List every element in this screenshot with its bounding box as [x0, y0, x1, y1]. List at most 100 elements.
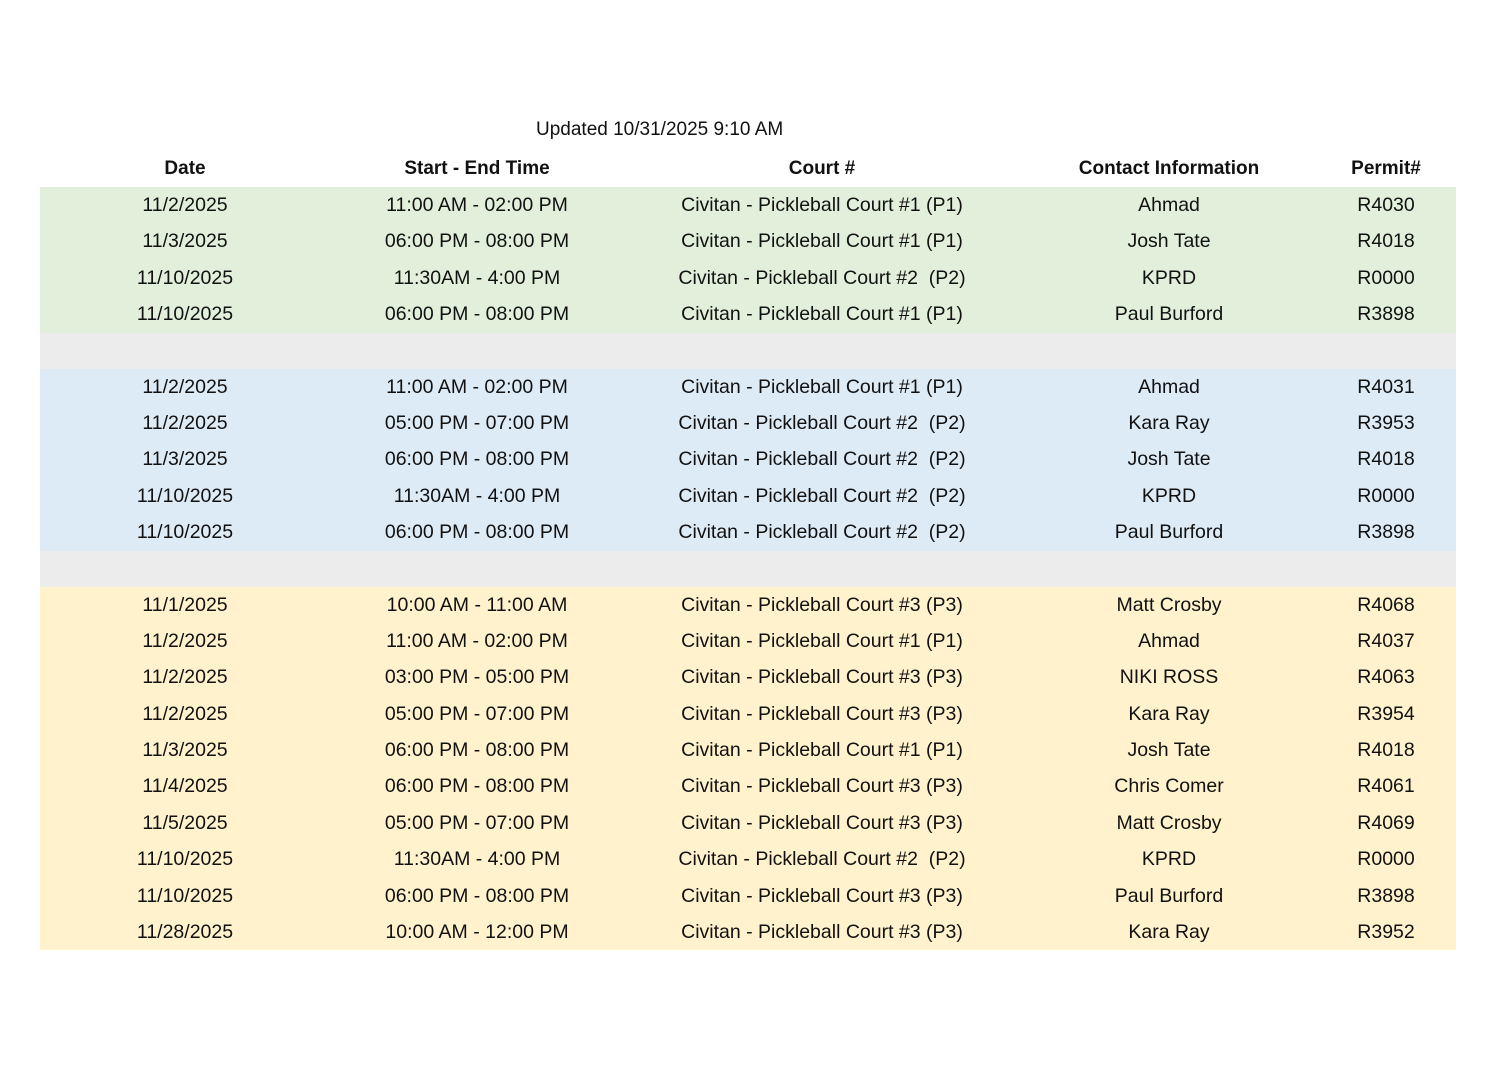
court-cell: Civitan - Pickleball Court #2 (P2) [678, 848, 966, 871]
court-cell: Civitan - Pickleball Court #3 (P3) [681, 666, 963, 689]
table-row: 11/10/2025 06:00 PM - 08:00 PM Civitan - P… [40, 296, 1456, 332]
date-cell: 11/10/2025 [136, 266, 234, 289]
time-cell: 10:00 AM - 12:00 PM [385, 921, 569, 944]
time-cell: 11:30AM - 4:00 PM [393, 484, 561, 507]
table-row: 11/4/2025 06:00 PM - 08:00 PM Civitan - Pi… [40, 768, 1456, 804]
table-row: 11/2/2025 03:00 PM - 05:00 PM Civitan - Pi… [40, 659, 1456, 695]
permit-cell: R4037 [1357, 629, 1415, 652]
court-cell: Civitan - Pickleball Court #1 (P1) [681, 629, 963, 652]
table-row: 11/10/2025 06:00 PM - 08:00 PM Civitan - P… [40, 514, 1456, 550]
time-cell: 06:00 PM - 08:00 PM [384, 739, 570, 762]
contact-cell: Ahmad [1138, 375, 1200, 398]
group-separator [40, 550, 1456, 587]
reservation-table: 11/2/2025 11:00 AM - 02:00 PM Civitan - Pi… [40, 187, 1456, 951]
court-cell: Civitan - Pickleball Court #2 (P2) [678, 448, 966, 471]
table-row: 11/2/2025 11:00 AM - 02:00 PM Civitan - Pi… [40, 187, 1456, 223]
time-cell: 06:00 PM - 08:00 PM [384, 775, 570, 798]
date-cell: 11/2/2025 [142, 702, 228, 725]
court-cell: Civitan - Pickleball Court #2 (P2) [678, 266, 966, 289]
permit-cell: R4030 [1357, 194, 1415, 216]
contact-cell: Kara Ray [1128, 702, 1210, 725]
permit-cell: R3954 [1357, 702, 1415, 725]
date-cell: 11/3/2025 [142, 448, 228, 471]
time-cell: 05:00 PM - 07:00 PM [384, 811, 570, 834]
court-cell: Civitan - Pickleball Court #2 (P2) [678, 411, 966, 434]
table-row: 11/28/2025 10:00 AM - 12:00 PM Civitan - P… [40, 914, 1456, 950]
table-row: 11/2/2025 11:00 AM - 02:00 PM Civitan - Pi… [40, 369, 1456, 405]
contact-cell: Josh Tate [1127, 448, 1211, 471]
date-cell: 11/3/2025 [142, 230, 228, 253]
date-cell: 11/10/2025 [136, 521, 234, 544]
date-cell: 11/10/2025 [136, 848, 234, 871]
contact-cell: Ahmad [1138, 194, 1200, 216]
table-row: 11/10/2025 06:00 PM - 08:00 PM Civitan - P… [40, 878, 1456, 914]
court-cell: Civitan - Pickleball Court #1 (P1) [681, 230, 963, 253]
date-cell: 11/4/2025 [142, 775, 228, 798]
table-row: 11/10/2025 11:30AM - 4:00 PM Civitan - Pic… [40, 478, 1456, 514]
time-cell: 06:00 PM - 08:00 PM [384, 521, 570, 544]
date-cell: 11/10/2025 [136, 484, 234, 507]
court-cell: Civitan - Pickleball Court #1 (P1) [681, 303, 963, 326]
date-cell: 11/28/2025 [136, 921, 234, 944]
permit-cell: R3952 [1357, 921, 1415, 944]
contact-cell: Ahmad [1138, 629, 1200, 652]
contact-cell: Paul Burford [1114, 521, 1224, 544]
court-cell: Civitan - Pickleball Court #1 (P1) [681, 375, 963, 398]
table-header: Date Start - End Time Court # Contact In… [40, 154, 1456, 184]
table-row: 11/5/2025 05:00 PM - 07:00 PM Civitan - Pi… [40, 805, 1456, 841]
court-cell: Civitan - Pickleball Court #3 (P3) [681, 593, 963, 616]
time-cell: 06:00 PM - 08:00 PM [384, 884, 570, 907]
court-cell: Civitan - Pickleball Court #3 (P3) [681, 811, 963, 834]
time-cell: 05:00 PM - 07:00 PM [384, 702, 570, 725]
permit-cell: R0000 [1357, 266, 1415, 289]
permit-cell: R0000 [1357, 848, 1415, 871]
time-cell: 11:00 AM - 02:00 PM [386, 629, 568, 652]
permit-cell: R4018 [1357, 448, 1415, 471]
court-cell: Civitan - Pickleball Court #2 (P2) [678, 484, 966, 507]
contact-cell: KPRD [1141, 484, 1197, 507]
table-row: 11/2/2025 05:00 PM - 07:00 PM Civitan - Pi… [40, 405, 1456, 441]
contact-cell: Paul Burford [1114, 303, 1224, 326]
time-cell: 06:00 PM - 08:00 PM [384, 448, 570, 471]
time-cell: 11:30AM - 4:00 PM [393, 848, 561, 871]
header-contact: Contact Information [1078, 158, 1260, 179]
contact-cell: Josh Tate [1127, 739, 1211, 762]
court-cell: Civitan - Pickleball Court #3 (P3) [681, 921, 963, 944]
time-cell: 11:00 AM - 02:00 PM [386, 194, 568, 216]
date-cell: 11/2/2025 [142, 375, 228, 398]
permit-cell: R4069 [1357, 811, 1415, 834]
court-cell: Civitan - Pickleball Court #3 (P3) [681, 884, 963, 907]
permit-cell: R4018 [1357, 739, 1415, 762]
contact-cell: NIKI ROSS [1119, 666, 1219, 689]
permit-cell: R4063 [1357, 666, 1415, 689]
permit-cell: R3898 [1357, 884, 1415, 907]
table-row: 11/3/2025 06:00 PM - 08:00 PM Civitan - Pi… [40, 732, 1456, 768]
group-green: 11/2/2025 11:00 AM - 02:00 PM Civitan - Pi… [40, 187, 1456, 333]
time-cell: 03:00 PM - 05:00 PM [384, 666, 570, 689]
date-cell: 11/2/2025 [142, 411, 228, 434]
court-cell: Civitan - Pickleball Court #1 (P1) [681, 194, 963, 216]
contact-cell: Kara Ray [1128, 411, 1210, 434]
header-permit: Permit# [1351, 158, 1421, 179]
header-court: Court # [788, 158, 856, 179]
contact-cell: Josh Tate [1127, 230, 1211, 253]
time-cell: 06:00 PM - 08:00 PM [384, 303, 570, 326]
contact-cell: KPRD [1141, 266, 1197, 289]
contact-cell: Kara Ray [1128, 921, 1210, 944]
permit-cell: R4031 [1357, 375, 1415, 398]
time-cell: 06:00 PM - 08:00 PM [384, 230, 570, 253]
group-blue: 11/2/2025 11:00 AM - 02:00 PM Civitan - Pi… [40, 368, 1456, 551]
table-row: 11/10/2025 11:30AM - 4:00 PM Civitan - Pic… [40, 260, 1456, 296]
court-cell: Civitan - Pickleball Court #3 (P3) [681, 775, 963, 798]
contact-cell: Chris Comer [1114, 775, 1224, 798]
table-row: 11/2/2025 11:00 AM - 02:00 PM Civitan - Pi… [40, 623, 1456, 659]
contact-cell: Matt Crosby [1116, 593, 1222, 616]
date-cell: 11/5/2025 [142, 811, 228, 834]
table-row: 11/10/2025 11:30AM - 4:00 PM Civitan - Pic… [40, 841, 1456, 877]
group-yellow: 11/1/2025 10:00 AM - 11:00 AM Civitan - Pi… [40, 586, 1456, 951]
date-cell: 11/2/2025 [142, 194, 228, 216]
date-cell: 11/2/2025 [142, 629, 228, 652]
court-cell: Civitan - Pickleball Court #1 (P1) [681, 739, 963, 762]
permit-cell: R3898 [1357, 521, 1415, 544]
permit-cell: R4068 [1357, 593, 1415, 616]
